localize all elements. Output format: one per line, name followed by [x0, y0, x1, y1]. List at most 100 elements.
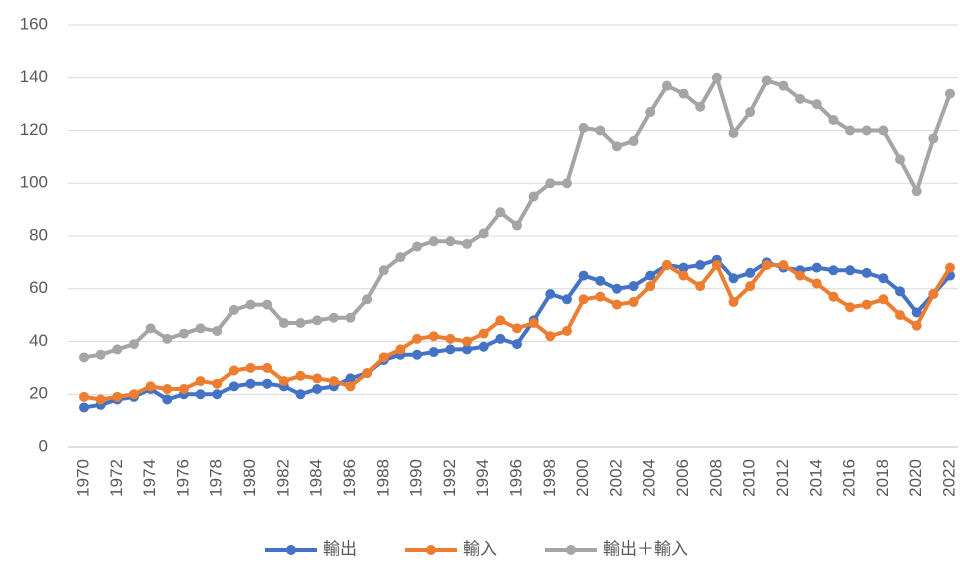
data-point — [595, 275, 606, 286]
data-point — [795, 270, 806, 281]
data-point — [312, 315, 323, 326]
data-point — [262, 299, 273, 310]
data-point — [462, 336, 473, 347]
data-point — [745, 281, 756, 292]
y-tick-label: 80 — [29, 225, 48, 244]
data-point — [79, 352, 89, 363]
data-point — [895, 286, 906, 297]
legend-marker — [286, 545, 296, 555]
data-point — [262, 362, 273, 373]
data-point — [412, 349, 423, 360]
data-point — [312, 383, 323, 394]
data-point — [512, 339, 522, 350]
data-point — [328, 312, 339, 323]
data-point — [911, 186, 922, 197]
data-point — [428, 347, 439, 358]
data-point — [561, 325, 572, 336]
data-point — [945, 262, 955, 273]
data-point — [678, 262, 689, 273]
x-tick-label: 1982 — [273, 459, 292, 497]
x-tick-label: 1988 — [373, 459, 392, 497]
data-point — [578, 122, 589, 133]
data-point — [695, 281, 706, 292]
data-point — [895, 154, 906, 165]
x-tick-label: 2022 — [939, 459, 958, 497]
data-point — [228, 381, 239, 392]
data-point — [695, 260, 706, 271]
legend-label: 輸入 — [463, 539, 497, 558]
data-point — [495, 207, 506, 218]
data-point — [728, 273, 739, 284]
data-point — [128, 339, 139, 350]
data-point — [278, 376, 289, 387]
data-point — [578, 294, 589, 305]
data-point — [645, 270, 656, 281]
x-tick-label: 2012 — [773, 459, 792, 497]
data-point — [478, 328, 489, 339]
data-point — [345, 312, 356, 323]
legend-label: 輸出＋輸入 — [603, 539, 688, 558]
data-point — [811, 99, 822, 110]
data-point — [478, 228, 489, 239]
data-point — [861, 267, 872, 278]
data-point — [628, 136, 639, 147]
data-point — [412, 333, 423, 344]
data-point — [145, 323, 156, 334]
data-point — [278, 318, 289, 329]
data-point — [462, 238, 473, 249]
data-point — [645, 281, 656, 292]
data-point — [295, 318, 306, 329]
data-point — [478, 341, 489, 352]
x-tick-label: 2010 — [740, 459, 759, 497]
data-point — [395, 252, 406, 263]
data-point — [378, 265, 389, 276]
data-point — [162, 394, 173, 405]
data-point — [595, 125, 606, 136]
x-tick-label: 1992 — [440, 459, 459, 497]
x-tick-label: 2006 — [673, 459, 692, 497]
data-point — [195, 389, 206, 400]
data-point — [328, 376, 339, 387]
data-point — [728, 128, 739, 139]
data-point — [945, 88, 955, 99]
y-tick-label: 20 — [29, 384, 48, 403]
x-tick-label: 2016 — [840, 459, 859, 497]
data-point — [79, 402, 89, 413]
y-tick-label: 100 — [20, 173, 48, 192]
data-point — [495, 315, 506, 326]
data-point — [378, 352, 389, 363]
data-point — [195, 323, 206, 334]
legend-marker — [566, 545, 576, 555]
data-point — [861, 125, 872, 136]
data-point — [911, 307, 922, 318]
data-point — [245, 299, 256, 310]
data-point — [295, 370, 306, 381]
y-tick-label: 140 — [20, 67, 48, 86]
data-point — [95, 349, 106, 360]
data-point — [611, 299, 622, 310]
data-point — [178, 383, 189, 394]
x-tick-label: 1998 — [540, 459, 559, 497]
data-point — [878, 273, 889, 284]
y-tick-label: 120 — [20, 120, 48, 139]
data-point — [828, 265, 839, 276]
x-tick-label: 1976 — [173, 459, 192, 497]
data-point — [212, 378, 223, 389]
data-point — [878, 125, 889, 136]
data-point — [611, 141, 622, 152]
data-point — [811, 278, 822, 289]
data-point — [711, 260, 722, 271]
data-point — [462, 344, 473, 355]
data-point — [545, 289, 556, 300]
data-point — [362, 294, 373, 305]
y-tick-label: 40 — [29, 331, 48, 350]
data-point — [845, 302, 856, 313]
data-point — [895, 310, 906, 321]
legend-marker — [426, 545, 436, 555]
data-point — [745, 267, 756, 278]
data-point — [645, 107, 656, 118]
x-tick-label: 2018 — [873, 459, 892, 497]
data-point — [262, 378, 273, 389]
data-point — [928, 289, 939, 300]
